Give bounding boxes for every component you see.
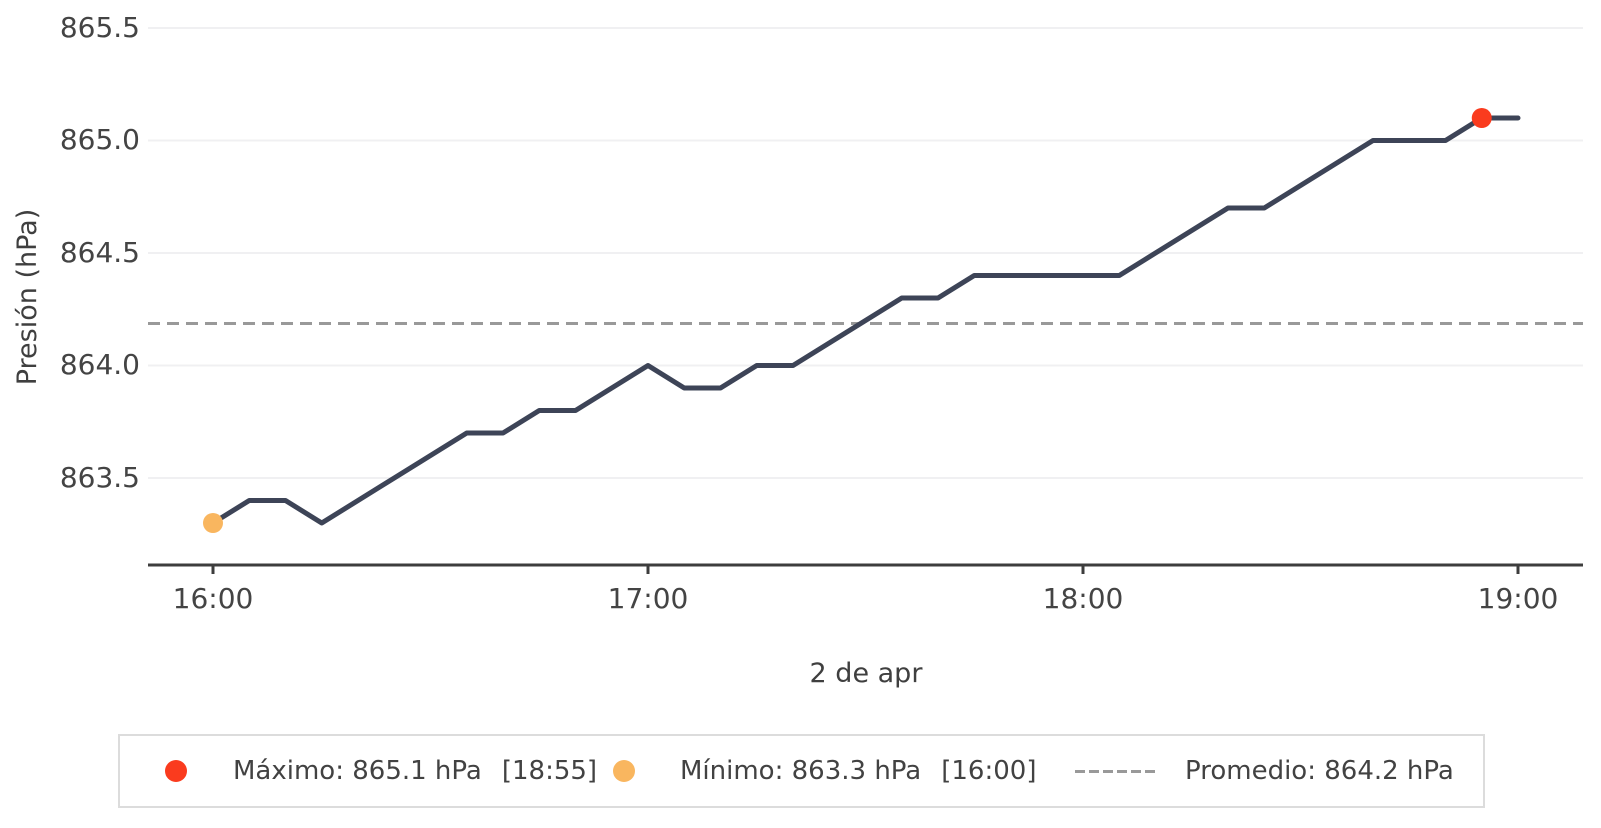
x-tick-label: 19:00	[1477, 582, 1559, 615]
avg-legend-dash-icon	[1075, 769, 1159, 773]
x-tick-label: 16:00	[172, 582, 254, 615]
plot-area	[148, 27, 1583, 574]
legend-avg-label: Promedio: 864.2 hPa	[1185, 756, 1454, 786]
y-tick-label: 865.0	[59, 123, 140, 156]
legend-item-min: Mínimo: 863.3 hPa [16:00]	[613, 736, 1036, 806]
y-tick-label: 864.5	[59, 236, 140, 269]
y-tick-label: 865.5	[59, 11, 140, 44]
x-axis-title: 2 de apr	[809, 658, 923, 689]
y-axis-title: Presión (hPa)	[12, 208, 43, 386]
legend-item-avg: Promedio: 864.2 hPa	[1075, 736, 1454, 806]
gridlines	[148, 27, 1583, 479]
legend-min-label: Mínimo: 863.3 hPa	[680, 756, 922, 786]
legend-item-max: Máximo: 865.1 hPa [18:55]	[165, 736, 597, 806]
max-marker	[1471, 108, 1492, 128]
pressure-series-line	[210, 115, 1521, 526]
legend-max-label: Máximo: 865.1 hPa	[233, 756, 482, 786]
y-tick-label: 864.0	[59, 348, 140, 381]
x-tick-label: 18:00	[1042, 582, 1124, 615]
min-legend-dot-icon	[613, 760, 635, 782]
legend-max-time: [18:55]	[501, 756, 598, 786]
y-tick-label: 863.5	[59, 461, 140, 494]
x-tick-label: 17:00	[607, 582, 689, 615]
legend-min-time: [16:00]	[941, 756, 1037, 786]
x-axis-ticks	[211, 565, 1520, 574]
chart-legend: Máximo: 865.1 hPa [18:55] Mínimo: 863.3 …	[118, 734, 1485, 808]
min-marker	[203, 513, 223, 533]
max-legend-dot-icon	[165, 760, 187, 782]
